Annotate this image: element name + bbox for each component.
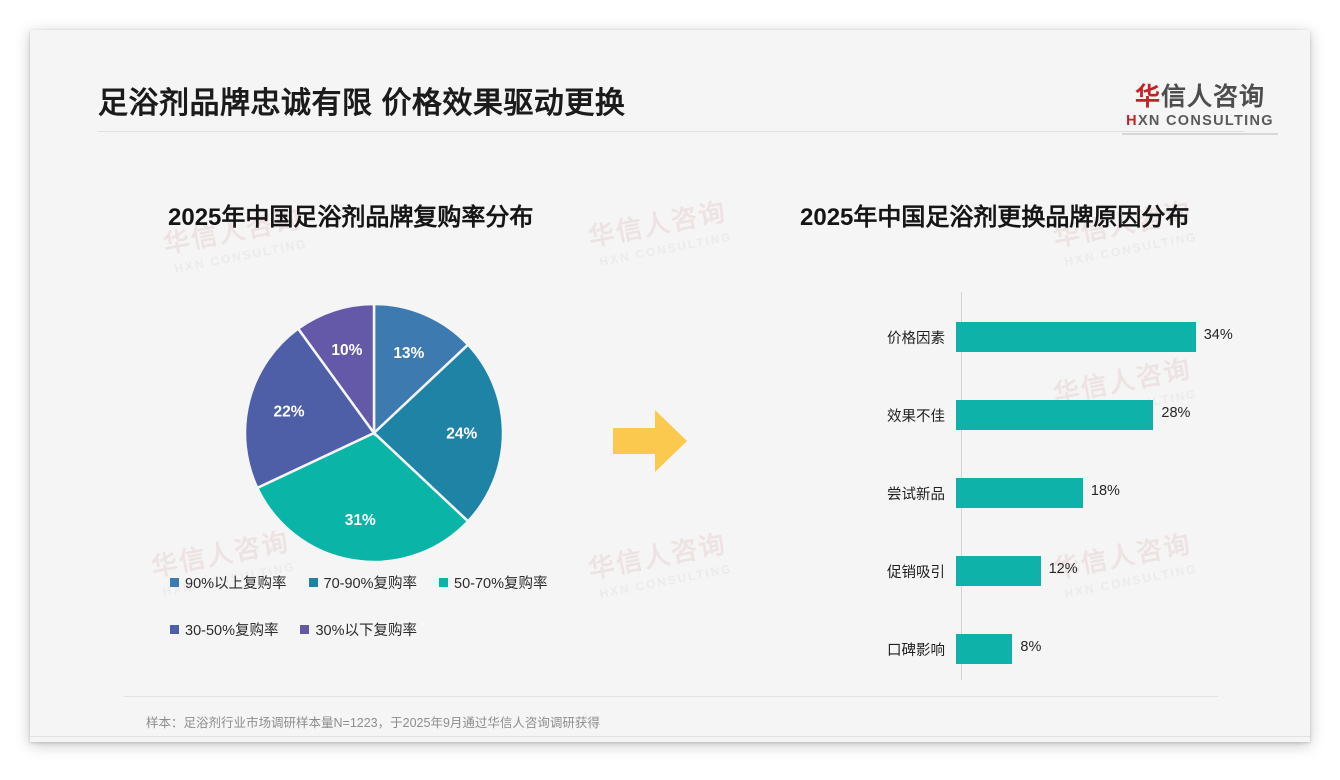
pie-slice[interactable] [372,302,470,436]
company-logo: 华信人咨询 HXN CONSULTING [1122,84,1278,136]
source-note: 样本：足浴剂行业市场调研样本量N=1223，于2025年9月通过华信人咨询调研获… [146,716,600,730]
right-arrow-icon [613,408,689,479]
logo-chinese-text: 华信人咨询 [1122,84,1278,110]
legend-label: 30-50%复购率 [185,623,279,639]
bar-track: 8% [956,634,1268,664]
legend-item[interactable]: 50-70%复购率 [439,572,548,593]
watermark-en: HXN CONSULTING [598,561,734,601]
bar-category-label: 促销吸引 [887,564,945,581]
bar-track: 28% [956,400,1268,430]
bar-chart-title: 2025年中国足浴剂更换品牌原因分布 [800,204,1190,231]
logo-cn-rest: 信人咨询 [1161,83,1266,111]
pie-chart: 13% 24% 31% 22% 10% [243,302,505,564]
logo-english-text: HXN CONSULTING [1122,113,1278,129]
watermark: 华信人咨询 HXN CONSULTING [585,191,734,270]
pie-chart-svg: 13% 24% 31% 22% 10% [243,302,505,564]
legend-label: 70-90%复购率 [323,576,418,592]
bar-track: 12% [956,556,1268,586]
bar-row: 尝试新品 18% [868,478,1268,508]
pie-slice[interactable] [372,342,505,524]
legend-label: 30%以下复购率 [315,623,418,639]
bar-value-label: 28% [1161,405,1191,421]
watermark-cn: 华信人咨询 [585,528,730,585]
pie-slice-label: 22% [274,404,305,421]
footnote-divider [124,696,1218,697]
legend-label: 50-70%复购率 [454,576,548,592]
bar-fill[interactable] [956,556,1041,586]
bar-track: 34% [956,322,1268,352]
slide-canvas: 足浴剂品牌忠诚有限 价格效果驱动更换 华信人咨询 HXN CONSULTING … [30,30,1310,742]
bar-fill[interactable] [956,400,1154,430]
bar-chart: 价格因素 34% 效果不佳 28% 尝试新品 18% 促销吸引 12% 口碑影响 8% [868,292,1268,680]
bar-fill[interactable] [956,634,1013,664]
footer-divider [30,736,1310,737]
legend-swatch-icon [170,625,179,634]
bar-value-label: 8% [1020,639,1042,655]
legend-swatch-icon [439,578,449,587]
bar-category-label: 尝试新品 [887,486,945,503]
legend-label: 90%以上复购率 [185,576,287,592]
pie-slice[interactable] [296,302,376,437]
legend-item[interactable]: 30%以下复购率 [300,619,417,640]
bar-row: 效果不佳 28% [868,400,1268,430]
legend-swatch-icon [308,578,318,587]
slide-header: 足浴剂品牌忠诚有限 价格效果驱动更换 华信人咨询 HXN CONSULTING [30,30,1310,136]
logo-hx-char: 华 [1134,83,1161,111]
logo-en-hx: H [1126,113,1138,130]
pie-slice[interactable] [255,431,470,564]
right-arrow-svg [613,410,687,472]
page-title: 足浴剂品牌忠诚有限 价格效果驱动更换 [98,87,626,120]
bar-row: 促销吸引 12% [868,556,1268,586]
bar-value-label: 34% [1203,327,1233,343]
bar-fill[interactable] [956,478,1083,508]
legend-row: 90%以上复购率 70-90%复购率 50-70%复购率 [170,572,600,593]
bar-value-label: 18% [1090,483,1120,499]
pie-slice-label: 24% [446,426,477,443]
logo-en-rest: XN CONSULTING [1137,113,1274,130]
pie-chart-legend: 90%以上复购率 70-90%复购率 50-70%复购率 30-50%复购率 30%以下… [170,572,600,666]
bar-row: 口碑影响 8% [868,634,1268,664]
pie-slice-label: 10% [331,342,362,359]
legend-item[interactable]: 30-50%复购率 [170,619,278,640]
bar-track: 18% [956,478,1268,508]
header-divider [98,131,1244,132]
watermark-en: HXN CONSULTING [1063,229,1199,269]
watermark-cn: 华信人咨询 [585,196,730,253]
logo-underline [1122,133,1278,136]
pie-slice-label: 13% [393,345,424,362]
bar-category-label: 价格因素 [887,330,945,347]
bar-category-label: 效果不佳 [887,408,945,425]
legend-row: 30-50%复购率 30%以下复购率 [170,619,600,640]
bar-fill[interactable] [956,322,1196,352]
legend-item[interactable]: 70-90%复购率 [308,572,418,593]
watermark-en: HXN CONSULTING [173,236,309,276]
pie-chart-title: 2025年中国足浴剂品牌复购率分布 [168,204,534,231]
watermark: 华信人咨询 HXN CONSULTING [585,523,734,602]
bar-category-label: 口碑影响 [887,642,945,659]
pie-slice-label: 31% [345,512,376,529]
pie-slice[interactable] [243,326,376,490]
legend-swatch-icon [170,578,179,587]
legend-item[interactable]: 90%以上复购率 [170,572,287,593]
bar-row: 价格因素 34% [868,322,1268,352]
watermark-en: HXN CONSULTING [598,229,734,269]
bar-value-label: 12% [1048,561,1078,577]
legend-swatch-icon [300,625,310,634]
